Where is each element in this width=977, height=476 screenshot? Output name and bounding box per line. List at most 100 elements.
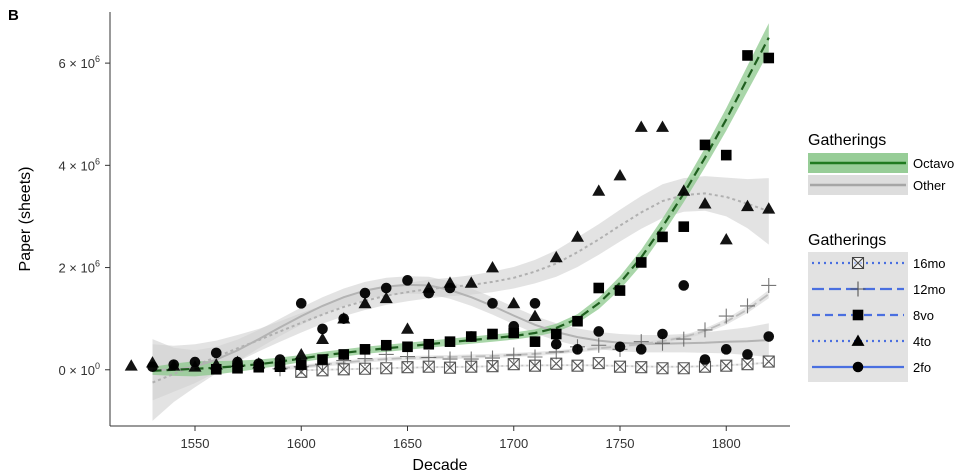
point-2fo-1760 — [635, 344, 647, 355]
point-16mo-1720 — [550, 357, 563, 370]
legend-marker-16mo — [851, 256, 865, 270]
point-8vo-1740 — [593, 282, 605, 294]
point-4to-1790 — [698, 197, 712, 209]
point-8vo-1720 — [550, 328, 562, 340]
point-8vo-1770 — [657, 231, 668, 243]
point-2fo-1730 — [572, 344, 583, 355]
point-16mo-1640 — [380, 362, 393, 375]
trend-legend-title: Gatherings — [808, 132, 886, 149]
point-8vo-1670 — [444, 336, 456, 347]
point-16mo-1780 — [677, 362, 690, 375]
trend-line-12mo — [279, 293, 770, 370]
point-12mo-1820 — [761, 277, 777, 293]
panel-tag: B — [8, 7, 19, 24]
marker-legend: Gatherings 16mo 12mo 8vo 4to 2fo — [808, 232, 946, 382]
point-16mo-1820 — [762, 355, 775, 368]
point-4to-1730 — [571, 230, 584, 242]
point-12mo-1800 — [718, 308, 734, 324]
point-2fo-1550 — [189, 356, 201, 368]
point-8vo-1640 — [380, 339, 392, 351]
point-16mo-1690 — [486, 360, 499, 373]
point-8vo-1750 — [614, 285, 626, 296]
confidence-band-octavo — [152, 23, 769, 377]
point-2fo-1750 — [614, 341, 626, 353]
point-12mo-1780 — [676, 331, 692, 347]
marker-legend-title: Gatherings — [808, 232, 886, 249]
point-8vo-1700 — [508, 327, 520, 339]
point-12mo-1810 — [740, 298, 755, 314]
point-16mo-1740 — [592, 357, 605, 370]
point-2fo-1680 — [465, 331, 477, 342]
point-4to-1600 — [294, 347, 308, 360]
point-2fo-1540 — [168, 359, 180, 370]
point-4to-1650 — [401, 322, 414, 334]
point-16mo-1680 — [465, 360, 478, 373]
point-2fo-1650 — [402, 275, 413, 286]
point-4to-1770 — [656, 120, 669, 132]
point-4to-1700 — [507, 296, 521, 309]
y-ticks: 0 × 100 2 × 106 4 × 106 6 × 106 — [58, 54, 110, 378]
point-16mo-1730 — [571, 359, 584, 372]
point-2fo-1820 — [763, 331, 775, 342]
point-12mo-1690 — [485, 350, 500, 366]
point-12mo-1700 — [506, 347, 522, 363]
point-2fo-1740 — [593, 326, 605, 337]
point-8vo-1660 — [423, 338, 435, 350]
point-2fo-1770 — [657, 328, 668, 340]
y-tick-label: 0 × 100 — [58, 361, 100, 378]
point-4to-1640 — [379, 291, 393, 304]
point-2fo-1800 — [720, 344, 732, 355]
x-ticks: 1550 1600 1650 1700 1750 1800 — [181, 426, 741, 451]
x-tick-label: 1550 — [181, 436, 210, 451]
point-4to-1820 — [762, 202, 776, 214]
legend-marker-2fo — [852, 361, 864, 373]
legend-marker-8vo — [852, 309, 864, 321]
point-4to-1630 — [358, 296, 372, 309]
legend-label-2fo: 2fo — [913, 360, 931, 375]
series-2fo — [147, 275, 775, 373]
point-8vo-1730 — [572, 315, 583, 327]
y-tick-label: 6 × 106 — [58, 54, 100, 71]
point-16mo-1630 — [358, 362, 372, 375]
point-12mo-1710 — [527, 349, 543, 365]
point-12mo-1740 — [591, 337, 607, 353]
point-4to-1690 — [486, 261, 499, 273]
point-2fo-1580 — [253, 358, 265, 369]
point-4to-1780 — [677, 184, 691, 196]
point-2fo-1600 — [295, 298, 307, 309]
point-8vo-1600 — [295, 359, 307, 370]
point-16mo-1700 — [507, 358, 520, 371]
point-16mo-1760 — [635, 361, 648, 374]
point-8vo-1610 — [317, 354, 328, 365]
point-4to-1740 — [592, 184, 606, 196]
point-12mo-1670 — [442, 351, 458, 367]
data-points — [124, 50, 777, 378]
point-4to-1610 — [316, 332, 329, 344]
point-8vo-1820 — [763, 52, 775, 64]
point-2fo-1690 — [487, 298, 498, 309]
point-16mo-1660 — [422, 360, 435, 373]
y-tick-label: 4 × 106 — [58, 156, 100, 173]
point-8vo-1800 — [720, 149, 732, 161]
y-axis-title: Paper (sheets) — [17, 167, 34, 272]
legend-label-other: Other — [913, 178, 946, 193]
point-2fo-1620 — [338, 313, 350, 324]
confidence-band-2fo — [152, 276, 769, 401]
point-8vo-1810 — [742, 50, 753, 61]
x-tick-label: 1650 — [393, 436, 422, 451]
point-4to-1680 — [464, 276, 478, 288]
legend-label-12mo: 12mo — [913, 282, 946, 297]
point-2fo-1720 — [550, 338, 562, 350]
point-2fo-1710 — [529, 298, 541, 309]
point-2fo-1810 — [742, 349, 753, 360]
point-12mo-1660 — [421, 350, 437, 366]
point-8vo-1620 — [338, 349, 350, 360]
point-2fo-1590 — [274, 354, 286, 365]
point-4to-1720 — [549, 250, 563, 263]
series-4to — [124, 120, 776, 372]
legend-marker-12mo — [850, 281, 866, 297]
point-2fo-1530 — [147, 361, 158, 373]
x-tick-label: 1700 — [499, 436, 528, 451]
point-8vo-1780 — [678, 221, 690, 232]
